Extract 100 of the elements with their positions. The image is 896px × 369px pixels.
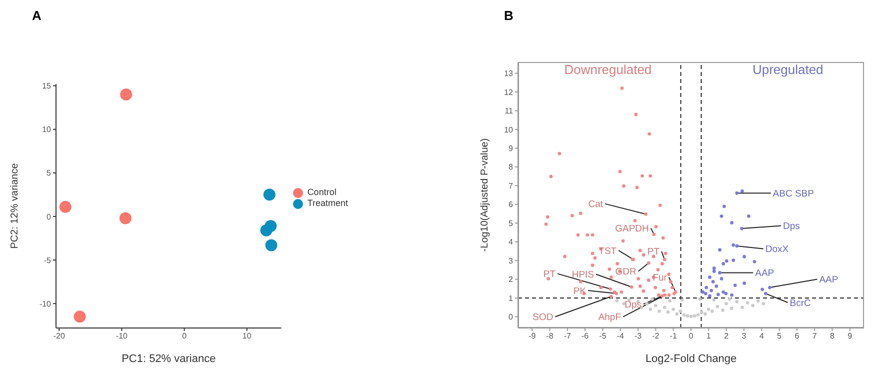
y-tick-label: 15 (42, 82, 52, 91)
point (708, 276, 712, 279)
x-tick-label: -20 (53, 332, 66, 341)
point (721, 308, 724, 312)
y-tick-label: 1 (508, 294, 514, 303)
point (742, 282, 746, 285)
annotation: SOD (532, 312, 554, 324)
point (686, 314, 690, 318)
x-tick-label: -9 (528, 332, 536, 341)
point (751, 304, 754, 308)
annotation: ABC SBP (772, 188, 814, 200)
y-axis-title: PC2: 12% variance (10, 162, 21, 249)
point (762, 302, 766, 306)
point (708, 294, 712, 298)
point (735, 300, 739, 304)
x-tick-label: 1 (706, 332, 712, 341)
point (700, 310, 704, 314)
point (712, 298, 716, 302)
x-tick-label: -8 (546, 332, 554, 341)
point (706, 308, 710, 311)
point (718, 271, 722, 274)
y-tick-label: 6 (508, 200, 514, 210)
point (722, 262, 726, 266)
point (658, 309, 661, 313)
legend-label: Treatment (307, 198, 348, 208)
y-axis-title: -Log10(Adjusted P-value) (480, 138, 491, 252)
point (752, 260, 756, 264)
point (716, 292, 720, 296)
point (59, 200, 72, 213)
x-tick-label: 5 (777, 332, 782, 341)
point (714, 284, 718, 288)
x-tick-label: -2 (652, 332, 660, 341)
point (712, 266, 716, 270)
x-tick-label: -7 (564, 332, 572, 341)
point (732, 258, 736, 262)
point (692, 314, 696, 318)
point (735, 191, 739, 195)
x-tick-label: -1 (670, 332, 678, 341)
point (680, 298, 684, 302)
annotation: BcrC (790, 298, 811, 309)
point (648, 308, 652, 311)
annotation: Dps (783, 221, 800, 232)
point (650, 297, 654, 301)
chart-title: B (504, 8, 514, 23)
x-tick-label: -5 (599, 332, 607, 341)
x-tick-label: -10 (116, 332, 128, 341)
point (662, 306, 666, 310)
annotation: AhpF (598, 312, 622, 324)
y-tick-label: 0 (46, 212, 52, 222)
chart-title: A (32, 8, 42, 23)
point (740, 226, 744, 230)
y-tick-label: -5 (44, 256, 52, 265)
point (120, 88, 132, 100)
text: Upregulated (752, 62, 824, 77)
x-tick-label: 2 (724, 332, 730, 341)
point (710, 288, 713, 292)
point (735, 244, 739, 248)
point (720, 214, 724, 218)
point (764, 292, 768, 296)
point (732, 243, 736, 247)
y-tick-label: 13 (504, 69, 514, 78)
x-tick-label: 10 (242, 332, 252, 341)
x-tick-label: 9 (848, 332, 853, 341)
point (263, 188, 276, 201)
point (696, 313, 700, 317)
y-tick-label: 0 (508, 312, 514, 322)
point (722, 290, 726, 294)
annotation: PT (647, 246, 660, 258)
series-label: Downregulated (564, 62, 652, 77)
point (703, 312, 707, 316)
annotation: AAP (819, 274, 838, 286)
legend-label: Control (307, 187, 336, 198)
y-tick-label: 3 (508, 256, 514, 266)
point (682, 313, 686, 317)
point (756, 299, 760, 303)
x-tick-label: -3 (634, 332, 642, 341)
point (260, 224, 272, 236)
annotation: GDR (615, 266, 637, 278)
point (672, 308, 676, 311)
x-tick-label: 4 (759, 332, 764, 341)
point (712, 270, 716, 273)
point (74, 310, 86, 323)
x-tick-label: 7 (812, 332, 818, 341)
annotation: PK (573, 286, 587, 297)
y-tick-label: 5 (46, 168, 52, 178)
x-tick-label: -6 (582, 332, 590, 341)
annotation: HPIS (572, 270, 594, 281)
point (704, 292, 708, 296)
x-tick-label: 0 (688, 332, 694, 341)
point (698, 297, 702, 301)
point (724, 302, 728, 306)
y-tick-label: 11 (504, 106, 514, 116)
y-tick-label: 9 (508, 144, 514, 154)
annotation: PT (543, 269, 556, 280)
point (730, 306, 734, 310)
y-tick-label: 10 (504, 125, 514, 134)
y-tick-label: -10 (39, 299, 52, 308)
point (746, 301, 750, 304)
point (675, 312, 679, 316)
point (689, 314, 693, 318)
